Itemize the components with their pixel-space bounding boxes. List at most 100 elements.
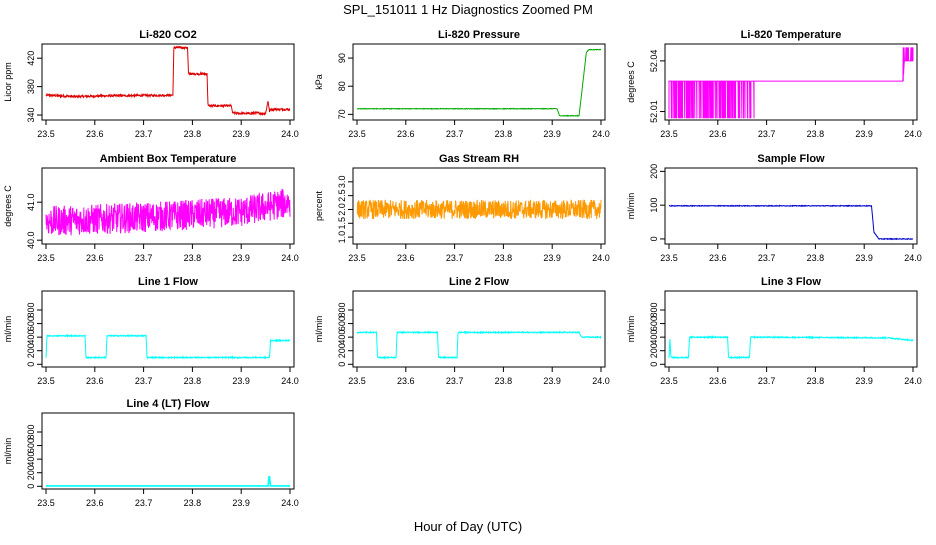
x-tick-label: 24.0: [281, 129, 299, 139]
y-tick-label: 1.5: [337, 217, 347, 230]
y-tick-label: 2.5: [337, 189, 347, 202]
y-tick-label: 2.0: [337, 203, 347, 216]
y-tick-label: 400: [649, 330, 659, 345]
x-tick-label: 23.5: [37, 253, 55, 263]
plot-frame: [41, 412, 295, 490]
panel-title: Gas Stream RH: [439, 153, 519, 165]
x-tick-label: 23.7: [135, 129, 153, 139]
plot-frame: [352, 167, 606, 245]
panel-6: Line 1 Flow ml/min 23.5 23.6 23.7 23.8 23.9 24.…: [3, 276, 299, 386]
x-tick-label: 23.9: [232, 253, 250, 263]
plot-frame: [41, 290, 295, 368]
x-tick-label: 24.0: [904, 376, 922, 386]
y-tick-label: 420: [26, 51, 36, 66]
y-tick-label: 600: [26, 438, 36, 453]
y-tick-label: 1.0: [337, 231, 347, 244]
x-tick-label: 23.9: [232, 498, 250, 508]
x-tick-label: 23.5: [660, 129, 678, 139]
y-tick-label: 400: [26, 330, 36, 345]
x-tick-label: 23.6: [86, 253, 104, 263]
x-tick-label: 23.9: [543, 253, 561, 263]
panel-ylabel: ml/min: [626, 316, 636, 343]
series-line: [668, 204, 914, 241]
panel-title: Li-820 Temperature: [741, 29, 842, 41]
panel-0: Li-820 CO2 Licor ppm 23.5 23.6 23.7 23.8 23.9 2…: [3, 29, 299, 139]
x-tick-label: 23.5: [37, 498, 55, 508]
panel-ylabel: ml/min: [3, 316, 13, 343]
series-line: [45, 333, 291, 360]
panel-title: Li-820 CO2: [139, 29, 196, 41]
x-tick-label: 23.7: [446, 129, 464, 139]
series-line: [46, 475, 290, 487]
x-tick-label: 23.5: [660, 253, 678, 263]
x-tick-label: 24.0: [281, 376, 299, 386]
x-tick-label: 23.7: [135, 376, 153, 386]
panel-4: Gas Stream RH percent 23.5 23.6 23.7 23.8 23.9…: [314, 153, 610, 263]
x-tick-label: 23.9: [855, 253, 873, 263]
y-tick-label: 0: [337, 362, 347, 367]
y-tick-label: 0: [649, 236, 659, 241]
x-tick-label: 23.5: [37, 129, 55, 139]
series-line: [668, 334, 914, 360]
y-tick-label: 800: [649, 302, 659, 317]
panel-ylabel: ml/min: [626, 193, 636, 220]
x-tick-label: 23.6: [709, 129, 727, 139]
x-tick-label: 23.8: [495, 129, 513, 139]
x-tick-label: 23.9: [855, 376, 873, 386]
panel-2: Li-820 Temperature degrees C 23.5 23.6 23.7 2…: [626, 29, 922, 139]
figure-xlabel: Hour of Day (UTC): [414, 519, 522, 534]
panel-9: Line 4 (LT) Flow ml/min 23.5 23.6 23.7 23.8 23…: [3, 398, 299, 508]
x-tick-label: 23.7: [446, 376, 464, 386]
x-tick-label: 23.6: [397, 253, 415, 263]
plot-frame: [41, 167, 295, 245]
y-tick-label: 800: [26, 302, 36, 317]
panel-title: Line 1 Flow: [138, 276, 198, 288]
x-tick-label: 23.8: [184, 376, 202, 386]
x-tick-label: 23.5: [660, 376, 678, 386]
panel-title: Li-820 Pressure: [438, 29, 520, 41]
panel-title: Line 4 (LT) Flow: [127, 398, 210, 410]
x-tick-label: 23.7: [758, 376, 776, 386]
x-tick-label: 23.9: [855, 129, 873, 139]
x-tick-label: 23.5: [37, 376, 55, 386]
y-tick-label: 3.0: [337, 176, 347, 189]
y-tick-label: 52.04: [649, 50, 659, 73]
panel-ylabel: degrees C: [3, 185, 13, 227]
x-tick-label: 24.0: [592, 129, 610, 139]
panel-ylabel: ml/min: [314, 316, 324, 343]
panel-title: Ambient Box Temperature: [100, 153, 237, 165]
x-tick-label: 23.8: [807, 376, 825, 386]
x-tick-label: 23.5: [348, 253, 366, 263]
x-tick-label: 23.8: [495, 376, 513, 386]
y-tick-label: 200: [649, 164, 659, 179]
y-tick-label: 200: [337, 343, 347, 358]
x-tick-label: 23.6: [86, 498, 104, 508]
x-tick-label: 24.0: [281, 253, 299, 263]
series-line: [356, 48, 602, 117]
x-tick-label: 23.9: [232, 129, 250, 139]
panel-title: Sample Flow: [757, 153, 825, 165]
y-tick-label: 380: [26, 79, 36, 94]
y-tick-label: 90: [337, 53, 347, 63]
x-tick-label: 23.8: [807, 129, 825, 139]
x-tick-label: 23.9: [543, 129, 561, 139]
y-tick-label: 340: [26, 108, 36, 123]
plot-frame: [352, 43, 606, 121]
x-tick-label: 23.6: [709, 376, 727, 386]
y-tick-label: 600: [337, 316, 347, 331]
y-tick-label: 200: [26, 343, 36, 358]
x-tick-label: 23.8: [184, 498, 202, 508]
y-tick-label: 40.0: [26, 231, 36, 249]
panel-ylabel: ml/min: [3, 438, 13, 465]
y-tick-label: 600: [649, 316, 659, 331]
y-tick-label: 52.01: [649, 100, 659, 123]
x-tick-label: 23.7: [758, 253, 776, 263]
y-tick-label: 800: [26, 424, 36, 439]
x-tick-label: 23.7: [446, 253, 464, 263]
panel-title: Line 3 Flow: [761, 276, 821, 288]
y-tick-label: 400: [26, 452, 36, 467]
series-line: [45, 45, 291, 117]
series-line: [668, 47, 914, 119]
